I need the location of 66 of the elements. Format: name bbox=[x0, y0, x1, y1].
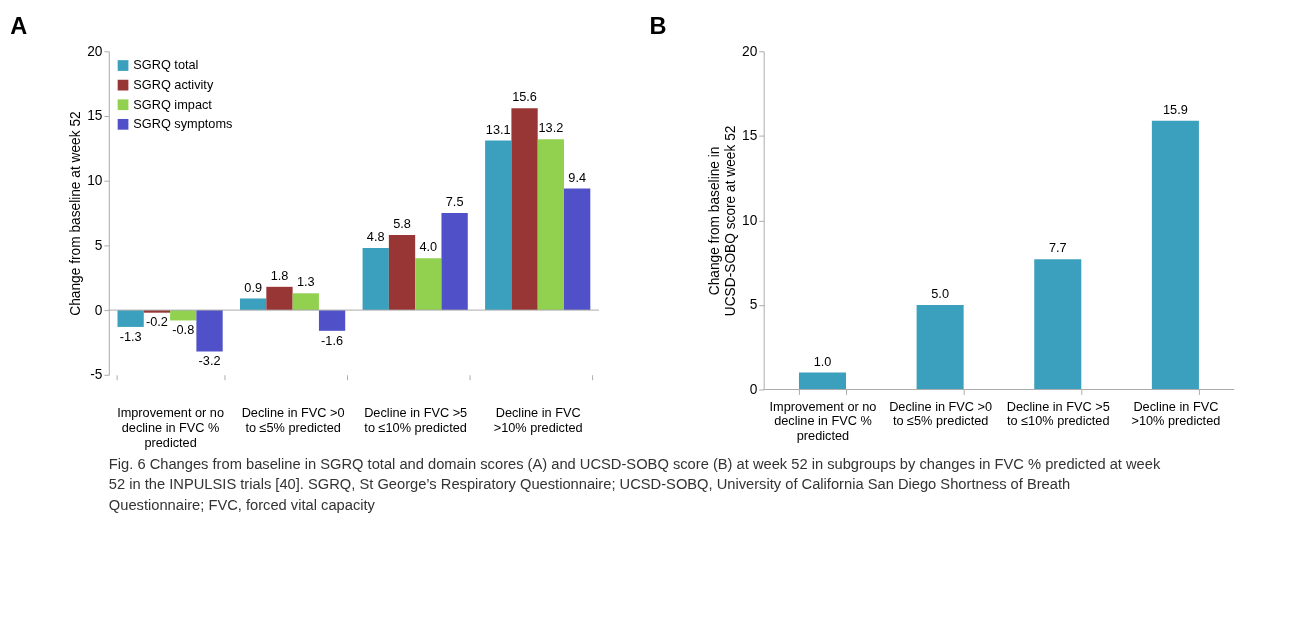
data-label: 15.9 bbox=[1163, 101, 1188, 117]
bar bbox=[537, 139, 565, 311]
bar bbox=[415, 258, 442, 311]
y-tick-label: 0 bbox=[749, 381, 758, 397]
y-tick-label: 10 bbox=[87, 173, 103, 189]
bar bbox=[388, 235, 416, 311]
y-tick-label: 20 bbox=[742, 43, 758, 59]
y-tick-label: -5 bbox=[90, 367, 103, 383]
legend-label: SGRQ total bbox=[133, 57, 199, 73]
bar bbox=[196, 310, 223, 352]
bar bbox=[441, 213, 468, 311]
x-tick-label: Improvement or no decline in FVC % predicted bbox=[117, 405, 225, 450]
legend-label: SGRQ impact bbox=[133, 96, 213, 112]
x-tick-label: Decline in FVC >10% predicted bbox=[1131, 398, 1221, 429]
bar bbox=[292, 293, 319, 311]
x-tick-label: Decline in FVC >0 to ≤5% predicted bbox=[889, 398, 993, 429]
legend-label: SGRQ symptoms bbox=[133, 116, 233, 132]
data-label: -3.2 bbox=[198, 353, 221, 369]
y-tick-label: 0 bbox=[94, 302, 103, 318]
data-label: 5.8 bbox=[393, 216, 411, 232]
y-tick-label: 20 bbox=[87, 43, 103, 59]
chart-title: A bbox=[10, 12, 28, 39]
y-tick-label: 5 bbox=[749, 297, 758, 313]
x-tick-label: Improvement or no decline in FVC % predicted bbox=[769, 398, 877, 443]
x-tick-label: Decline in FVC >5 to ≤10% predicted bbox=[364, 405, 468, 436]
data-label: 0.9 bbox=[244, 279, 263, 295]
x-tick-label: Decline in FVC >10% predicted bbox=[493, 405, 583, 436]
bar bbox=[916, 304, 964, 390]
y-tick-label: 10 bbox=[742, 212, 758, 228]
y-tick-label: 5 bbox=[94, 237, 103, 253]
y-axis-title: Change from baseline in UCSD-SOBQ score at week 52 bbox=[707, 125, 739, 317]
bar bbox=[318, 310, 346, 331]
y-axis-title: Change from baseline at week 52 bbox=[68, 111, 84, 316]
data-label: 5.0 bbox=[931, 286, 949, 302]
data-label: 1.0 bbox=[813, 353, 832, 369]
bar bbox=[798, 372, 847, 390]
data-label: 7.7 bbox=[1048, 240, 1067, 256]
data-label: -1.3 bbox=[119, 328, 142, 344]
x-tick-label: Decline in FVC >5 to ≤10% predicted bbox=[1006, 398, 1110, 429]
x-tick-label: Decline in FVC >0 to ≤5% predicted bbox=[241, 405, 345, 436]
y-tick-label: 15 bbox=[742, 128, 758, 144]
bar bbox=[240, 298, 267, 311]
bar bbox=[362, 247, 389, 311]
data-label: 9.4 bbox=[568, 169, 587, 185]
data-label: 1.8 bbox=[270, 267, 289, 283]
data-label: 4.0 bbox=[419, 239, 438, 255]
bar bbox=[485, 140, 512, 311]
bar bbox=[117, 310, 144, 327]
caption: Fig. 6 Changes from baseline in SGRQ total and domain scores (A) and UCSD-SOBQ score (B) at week 52 in subgroups by changes in FVC % predicted at week 52 in the INPULSIS trials [40]. SGRQ, St George’s Respiratory Questionnaire; UCSD-SOBQ, University of California San Diego Shortness of Breath Questionnaire; FVC, forced vital capacity bbox=[108, 455, 1161, 514]
legend-label: SGRQ activity bbox=[133, 77, 214, 93]
data-label: -0.8 bbox=[172, 322, 195, 338]
data-label: 7.5 bbox=[445, 194, 464, 210]
data-label: -1.6 bbox=[321, 332, 344, 348]
chart-title: B bbox=[649, 12, 667, 39]
bar bbox=[1151, 120, 1199, 390]
y-tick-label: 15 bbox=[87, 108, 103, 124]
data-label: 15.6 bbox=[512, 89, 537, 105]
bar bbox=[1034, 259, 1082, 390]
data-label: 4.8 bbox=[366, 229, 385, 245]
bar bbox=[511, 108, 538, 311]
data-label: 13.1 bbox=[485, 121, 511, 137]
data-label: 13.2 bbox=[538, 120, 564, 136]
bar bbox=[564, 188, 591, 311]
data-label: 1.3 bbox=[296, 274, 315, 290]
bar bbox=[266, 286, 293, 311]
data-label: -0.2 bbox=[145, 314, 168, 330]
